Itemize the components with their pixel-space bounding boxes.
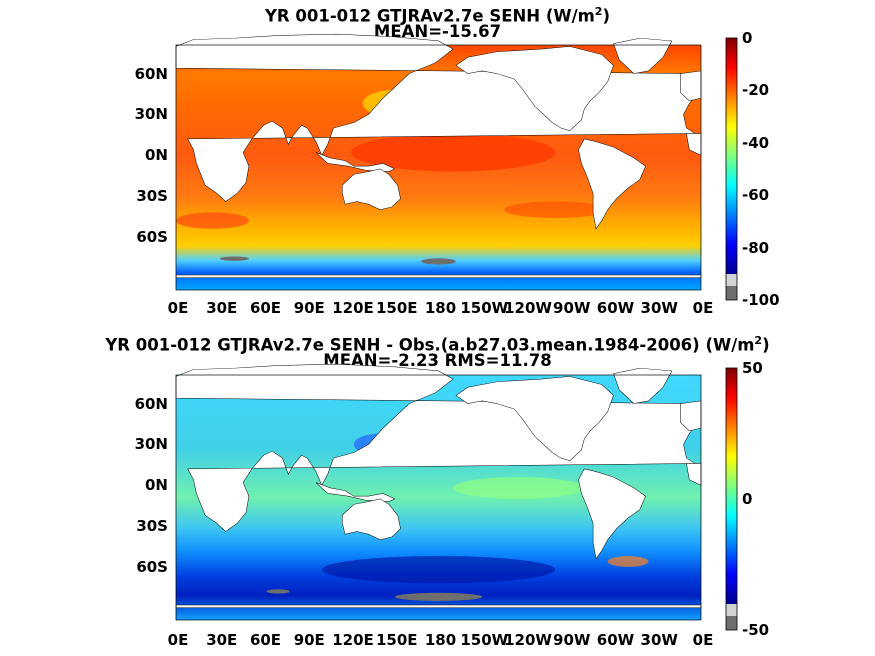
- chart-2-title: YR 001-012 GTJRAv2.7e SENH - Obs.(a.b27.…: [105, 334, 770, 355]
- chart-2-colorbar: [725, 367, 738, 631]
- chart-2-x-tick-label: 150W: [460, 631, 509, 649]
- chart-2-colorbar-tick-label: 0: [742, 490, 753, 508]
- chart-1-x-tick-label: 150W: [460, 299, 509, 317]
- chart-1-colorbar-tick-label: -40: [742, 133, 770, 152]
- chart-1-x-tick-label: 150E: [375, 299, 418, 317]
- chart-1-y-tick-label: 30N: [134, 105, 168, 124]
- chart-1-subtitle: MEAN=-15.67: [373, 22, 502, 41]
- chart-1-x-tick-label: 60E: [249, 299, 282, 317]
- chart-1-x-tick-label: 30E: [206, 299, 238, 317]
- chart-1-title: YR 001-012 GTJRAv2.7e SENH (W/m2): [264, 5, 610, 26]
- chart-1-map: [175, 33, 702, 291]
- chart-2-x-tick-label: 120W: [504, 631, 552, 649]
- chart-2-x-tick-label: 0E: [167, 631, 189, 649]
- chart-1-x-tick-label: 120E: [332, 299, 374, 317]
- chart-2-x-tick-label: 180: [424, 631, 457, 649]
- chart-2-y-tick-label: 0N: [145, 476, 168, 495]
- chart-2-map: [175, 363, 702, 621]
- chart-2-y-tick-label: 60N: [134, 394, 168, 413]
- chart-1-colorbar-tick-label: 0: [742, 29, 753, 47]
- chart-1-colorbar-tick-label: -80: [742, 238, 770, 257]
- chart-1-x-tick-label: 120W: [504, 299, 552, 317]
- chart-2-x-tick-label: 30W: [640, 631, 678, 649]
- chart-2-x-tick-label: 90E: [293, 631, 325, 649]
- ice-shelf-patch: [394, 592, 483, 601]
- chart-1-colorbar: [725, 37, 738, 301]
- chart-2-subtitle: MEAN=-2.23 RMS=11.78: [323, 351, 552, 370]
- chart-2-colorbar-tick-label: -50: [742, 621, 770, 639]
- chart-1-y-tick-label: 30S: [136, 187, 168, 206]
- chart-2-x-tick-label: 90W: [553, 631, 591, 649]
- chart-1-x-tick-label: 60W: [596, 299, 635, 317]
- chart-2-x-tick-label: 0E: [692, 631, 714, 649]
- chart-2-x-tick-label: 60W: [596, 631, 635, 649]
- chart-1-x-tick-label: 90W: [553, 299, 591, 317]
- chart-1-x-tick-label: 90E: [293, 299, 325, 317]
- chart-2-x-tick-label: 60E: [249, 631, 282, 649]
- ice-shelf-patch: [420, 258, 456, 265]
- chart-2-x-tick-label: 150E: [375, 631, 418, 649]
- chart-1-x-tick-label: 180: [424, 299, 457, 317]
- chart-1-colorbar-tick-label: -20: [742, 81, 770, 100]
- chart-1-x-tick-label: 0E: [167, 299, 189, 317]
- chart-1-y-tick-label: 0N: [145, 146, 168, 165]
- chart-2-colorbar-tick-label: 50: [742, 359, 763, 377]
- chart-2-y-tick-label: 30N: [134, 435, 168, 454]
- chart-1-colorbar-tick-label: -100: [742, 291, 780, 309]
- chart-1-y-tick-label: 60S: [136, 227, 168, 246]
- chart-1-colorbar-tick-label: -60: [742, 186, 770, 205]
- chart-2-x-tick-label: 30E: [206, 631, 238, 649]
- chart-2-y-tick-label: 30S: [136, 517, 168, 536]
- chart-2-x-tick-label: 120E: [332, 631, 374, 649]
- chart-1-x-tick-label: 0E: [692, 299, 714, 317]
- chart-2-y-tick-label: 60S: [136, 557, 168, 576]
- chart-1-x-tick-label: 30W: [640, 299, 678, 317]
- chart-1-y-tick-label: 60N: [134, 64, 168, 83]
